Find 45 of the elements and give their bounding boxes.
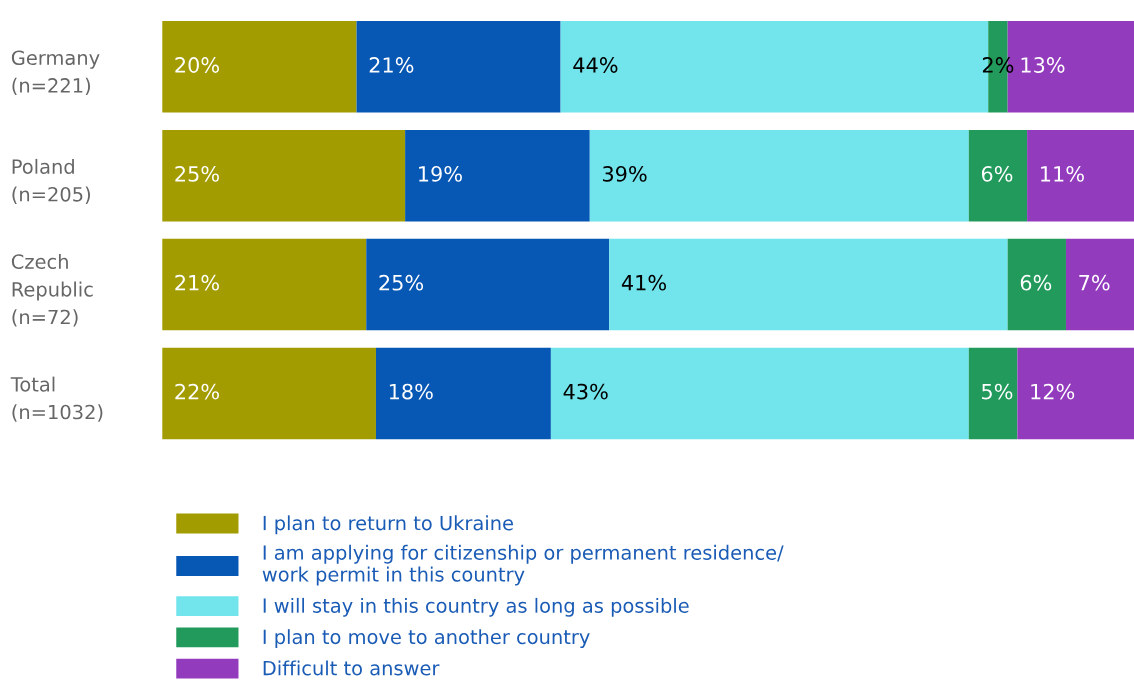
legend-label: I will stay in this country as long as possible: [263, 597, 689, 617]
bar: [405, 129, 590, 222]
bar: [366, 238, 610, 331]
bar: [162, 129, 406, 222]
y-tick-label: Poland (n=205): [12, 158, 90, 204]
data-label: 5%: [982, 383, 1013, 400]
data-label: 41%: [621, 274, 667, 291]
data-label: 13%: [1021, 57, 1065, 73]
data-label: 22%: [175, 383, 219, 400]
data-label: 21%: [175, 274, 219, 291]
legend-label: I plan to return to Ukraine: [263, 515, 513, 535]
bar: [1017, 347, 1134, 440]
data-label: 18%: [389, 383, 433, 400]
y-tick-label: Germany (n=221): [11, 50, 100, 96]
bar: [609, 238, 1008, 331]
bar: [356, 21, 561, 113]
data-label: 25%: [379, 274, 424, 291]
data-label: 44%: [573, 57, 618, 73]
bar: [1065, 238, 1134, 331]
legend-label: I plan to move to another country: [263, 629, 590, 648]
bar: [550, 347, 969, 440]
bar: [162, 347, 376, 440]
data-label: 11%: [1041, 165, 1084, 182]
legend-label: I am applying for citizenship or permanent residence/ work permit in this country: [262, 544, 784, 586]
y-tick-label: Czech Republic (n=72): [11, 253, 93, 327]
bar: [1007, 238, 1066, 331]
data-label: 39%: [603, 165, 647, 182]
data-label: 19%: [419, 165, 462, 182]
data-label: 6%: [1020, 274, 1052, 291]
y-tick-label: Total (n=1032): [10, 376, 103, 422]
data-label: 20%: [175, 57, 219, 73]
data-label: 21%: [369, 57, 414, 73]
bar: [968, 129, 1028, 222]
data-label: 43%: [563, 383, 608, 400]
bar: [1027, 129, 1134, 222]
data-label: 25%: [175, 165, 219, 182]
bar: [162, 238, 367, 331]
bar: [589, 129, 969, 222]
legend-label: Difficult to answer: [263, 660, 440, 676]
bar: [375, 347, 551, 440]
bar: [968, 347, 1018, 440]
data-label: 12%: [1031, 383, 1075, 400]
data-label: 7%: [1079, 274, 1110, 291]
data-label: 6%: [981, 165, 1013, 182]
bar: [162, 21, 357, 113]
